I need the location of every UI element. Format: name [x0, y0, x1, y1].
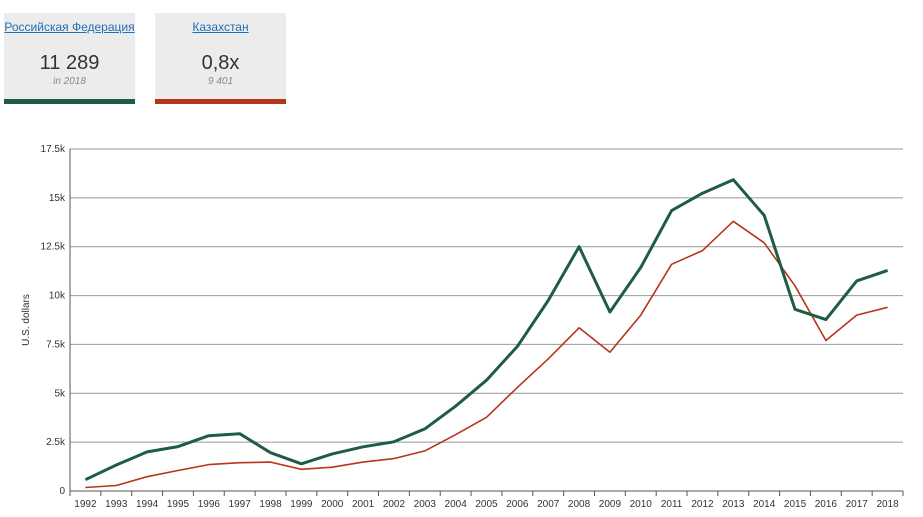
series-line-kazakhstan	[85, 220, 888, 489]
x-tick-label: 1993	[105, 499, 128, 510]
x-tick-label: 2016	[815, 499, 838, 510]
series-line-russia	[84, 178, 889, 482]
country-card-kazakhstan[interactable]: Казахстан 0,8x 9 401	[155, 13, 286, 104]
y-tick-label: 5k	[54, 388, 66, 399]
y-tick-label: 12.5k	[41, 242, 66, 253]
x-tick-label: 2001	[352, 499, 375, 510]
x-tick-label: 2009	[599, 499, 622, 510]
country-value-kazakhstan: 0,8x	[201, 52, 240, 74]
x-tick-label: 1999	[290, 499, 313, 510]
country-subtext-russia: in 2018	[53, 76, 86, 87]
x-tick-label: 2014	[753, 499, 776, 510]
y-tick-label: 10k	[49, 291, 66, 302]
x-tick-label: 2006	[506, 499, 529, 510]
country-value-russia: 11 289	[39, 52, 100, 74]
x-tick-label: 2003	[414, 499, 437, 510]
x-tick-label: 1998	[259, 499, 282, 510]
x-tick-label: 2018	[876, 499, 899, 510]
country-link-russia[interactable]: Российская Федерация	[4, 20, 135, 34]
x-tick-label: 2015	[784, 499, 807, 510]
x-tick-label: 2008	[568, 499, 591, 510]
x-tick-label: 2012	[691, 499, 714, 510]
country-subtext-kazakhstan: 9 401	[207, 76, 234, 87]
series-lines	[84, 178, 889, 489]
x-tick-label: 2004	[445, 499, 468, 510]
grid-lines	[69, 148, 903, 492]
y-tick-label: 15k	[49, 193, 66, 204]
country-link-kazakhstan[interactable]: Казахстан	[192, 20, 249, 34]
y-tick-label: 2.5k	[46, 437, 66, 448]
x-tick-label: 2002	[383, 499, 406, 510]
x-tick-label: 2017	[846, 499, 869, 510]
country-card-russia[interactable]: Российская Федерация 11 289 in 2018	[4, 13, 135, 104]
x-tick-label: 2013	[722, 499, 745, 510]
y-tick-label: 17.5k	[41, 144, 66, 155]
x-tick-label: 1997	[229, 499, 252, 510]
x-tick-label: 2000	[321, 499, 344, 510]
y-tick-label: 7.5k	[46, 339, 66, 350]
y-axis-label: U.S. dollars	[21, 294, 32, 346]
x-tick-label: 2011	[661, 499, 683, 510]
x-tick-label: 1994	[136, 499, 159, 510]
x-tick-label: 2007	[537, 499, 560, 510]
country-color-bar-kazakhstan	[155, 99, 286, 104]
y-axis: 0 2.5k 5k 7.5k 10k 12.5k 15k 17.5k	[41, 144, 66, 497]
country-color-bar-russia	[4, 99, 135, 104]
x-tick-label: 1996	[198, 499, 221, 510]
y-tick-label: 0	[59, 486, 65, 497]
x-tick-label: 2010	[630, 499, 653, 510]
x-tick-label: 1992	[74, 499, 97, 510]
x-tick-label: 1995	[167, 499, 190, 510]
x-axis: 1992 1993 1994 1995 1996 1997 1998 1999 2000 2001…	[69, 491, 904, 510]
x-tick-label: 2005	[475, 499, 498, 510]
